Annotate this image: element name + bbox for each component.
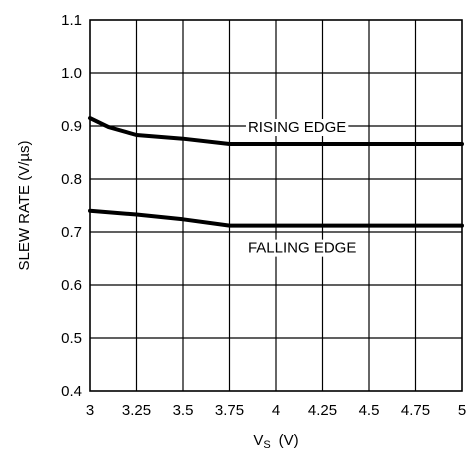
x-tick-label: 3 xyxy=(86,402,94,419)
y-tick-label: 0.9 xyxy=(61,118,82,135)
x-tick-label: 3.25 xyxy=(122,402,151,419)
x-tick-label: 4.75 xyxy=(401,402,430,419)
y-tick-label: 0.4 xyxy=(61,383,82,400)
annotation-background xyxy=(245,119,349,137)
y-tick-label: 0.8 xyxy=(61,171,82,188)
y-tick-label: 1.1 xyxy=(61,12,82,29)
x-axis-title-unit: (V) xyxy=(279,432,299,449)
x-tick-label: 5 xyxy=(458,402,466,419)
y-tick-label: 0.7 xyxy=(61,224,82,241)
x-tick-label: 3.5 xyxy=(173,402,194,419)
series-line-falling-edge xyxy=(88,208,464,228)
tick-labels: 3 3.25 3.5 3.75 4 4.25 4.5 4.75 5 1.1 1.0 0.9 0.8 0.7… xyxy=(61,12,466,419)
x-tick-label: 4.25 xyxy=(308,402,337,419)
x-axis-title: VS (V) xyxy=(253,432,298,451)
annotation-background xyxy=(245,239,359,257)
y-tick-label: 1.0 xyxy=(61,65,82,82)
y-tick-label: 0.5 xyxy=(61,330,82,347)
y-tick-label: 0.6 xyxy=(61,277,82,294)
annotation-falling-edge: FALLING EDGE xyxy=(248,240,356,257)
x-tick-label: 4.5 xyxy=(359,402,380,419)
x-tick-label: 3.75 xyxy=(215,402,244,419)
x-axis-title-sub: S xyxy=(263,439,270,451)
y-axis-title: SLEW RATE (V/µs) xyxy=(16,140,33,270)
series-lines xyxy=(88,116,464,228)
x-axis-title-main: V xyxy=(253,432,263,449)
annotation-rising-edge: RISING EDGE xyxy=(248,119,346,136)
series-annotations: RISING EDGE FALLING EDGE xyxy=(245,119,359,257)
series-line-rising-edge xyxy=(88,116,464,146)
grid-lines xyxy=(90,20,462,391)
plot-frame xyxy=(89,19,463,392)
x-tick-label: 4 xyxy=(272,402,280,419)
